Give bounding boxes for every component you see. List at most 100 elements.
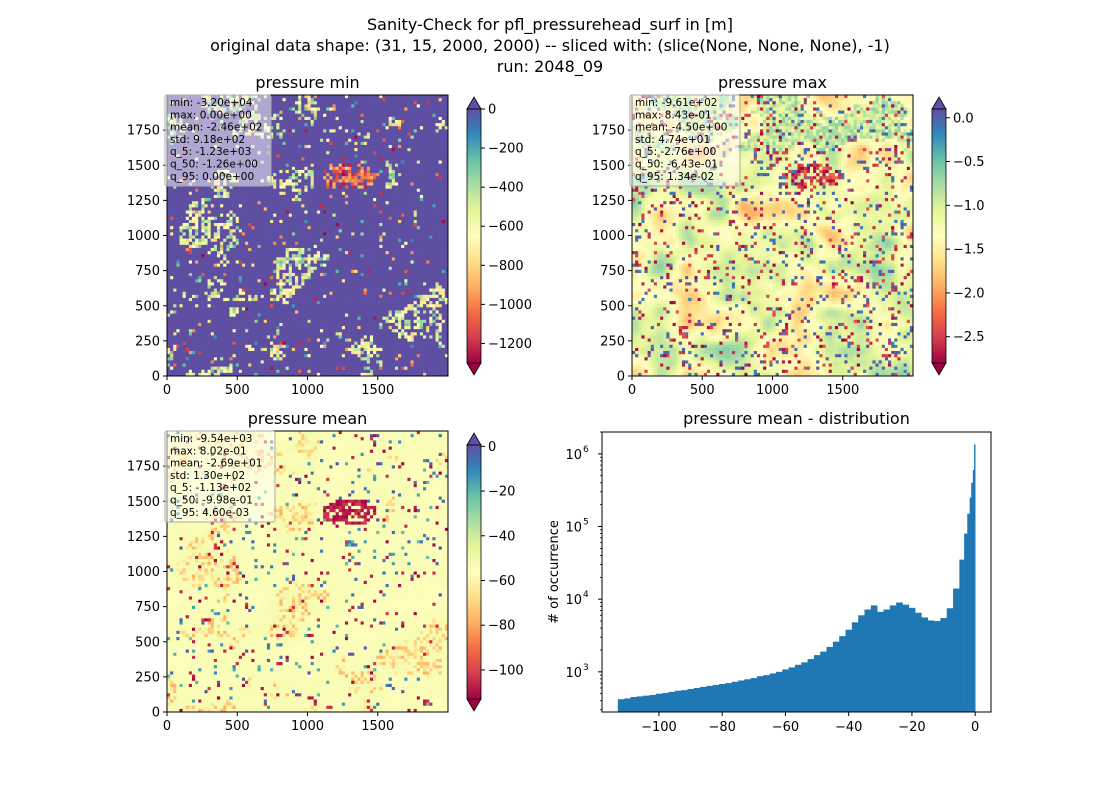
heatmap-cell [188, 266, 193, 271]
heatmap-cell [295, 135, 299, 140]
heatmap-cell [382, 166, 386, 171]
heatmap-cell [423, 104, 427, 108]
heatmap-cell [279, 169, 283, 174]
heatmap-cell [310, 216, 315, 221]
heatmap-cell [438, 176, 443, 180]
heatmap-cell [323, 144, 327, 149]
heatmap-cell [201, 223, 205, 227]
heatmap-cell [357, 223, 361, 227]
heatmap-cell [188, 254, 193, 258]
heatmap-cell [170, 219, 174, 224]
heatmap-cell [357, 213, 361, 218]
heatmap-cell [210, 241, 215, 246]
heatmap-cell [385, 238, 390, 243]
heatmap-cell [288, 116, 293, 121]
heatmap-cell [191, 198, 196, 202]
heatmap-cell [270, 229, 274, 233]
heatmap-cell [388, 251, 393, 255]
heatmap-cell [167, 238, 171, 243]
heatmap-cell [385, 163, 390, 168]
heatmap-cell [319, 194, 324, 199]
heatmap-cell [270, 266, 274, 271]
heatmap-cell [254, 257, 258, 261]
heatmap-cell [319, 104, 324, 108]
heatmap-cell [441, 138, 446, 143]
heatmap-cell [426, 95, 430, 99]
heatmap-cell [398, 176, 402, 180]
heatmap-cell [410, 229, 414, 233]
heatmap-cell [291, 232, 296, 236]
heatmap-cell [245, 247, 249, 252]
heatmap-cell [276, 185, 280, 190]
heatmap-cell [351, 216, 355, 221]
heatmap-cell [338, 254, 343, 258]
heatmap-cell [229, 254, 233, 258]
heatmap-cell [310, 213, 315, 218]
heatmap-cell [357, 110, 361, 115]
heatmap-cell [423, 198, 427, 202]
heatmap-cell [185, 210, 190, 214]
heatmap-cell [291, 107, 296, 111]
heatmap-cell [366, 95, 371, 99]
heatmap-cell [273, 182, 277, 186]
heatmap-cell [419, 251, 424, 255]
heatmap-cell [407, 141, 411, 146]
heatmap-cell [426, 229, 430, 233]
heatmap-cell [270, 141, 274, 146]
heatmap-cell [307, 244, 311, 249]
heatmap-cell [313, 119, 318, 124]
heatmap-cell [413, 188, 418, 193]
heatmap-cell [373, 232, 377, 236]
heatmap-cell [279, 123, 283, 127]
heatmap-cell [223, 223, 227, 227]
heatmap-cell [201, 194, 205, 199]
heatmap-cell [301, 119, 305, 124]
heatmap-cell [291, 113, 296, 118]
heatmap-cell [313, 263, 318, 268]
heatmap-cell [398, 157, 402, 161]
heatmap-cell [357, 176, 361, 180]
heatmap-cell [323, 219, 327, 224]
heatmap-cell [394, 257, 399, 261]
heatmap-cell [316, 182, 321, 186]
heatmap-cell [385, 169, 390, 174]
heatmap-cell [385, 95, 390, 99]
heatmap-cell [398, 251, 402, 255]
heatmap-cell [257, 235, 262, 239]
heatmap-cell [366, 135, 371, 140]
heatmap-cell [401, 119, 405, 124]
heatmap-cell [326, 244, 330, 249]
heatmap-cell [391, 154, 396, 158]
heatmap-cell [319, 210, 324, 214]
heatmap-cell [335, 173, 340, 177]
heatmap-cell [260, 204, 265, 208]
heatmap-cell [351, 141, 355, 146]
heatmap-cell [216, 232, 221, 236]
heatmap-cell [223, 254, 227, 258]
heatmap-cell [398, 241, 402, 246]
heatmap-cell [369, 238, 374, 243]
heatmap-cell [279, 151, 283, 155]
heatmap-cell [432, 201, 436, 205]
heatmap-cell [416, 173, 421, 177]
heatmap-cell [391, 194, 396, 199]
heatmap-cell [351, 210, 355, 214]
heatmap-cell [363, 207, 368, 211]
heatmap-cell [379, 101, 383, 105]
heatmap-cell [382, 194, 386, 199]
heatmap-cell [366, 144, 371, 149]
heatmap-cell [401, 229, 405, 233]
heatmap-cell [301, 229, 305, 233]
heatmap-cell [319, 219, 324, 224]
heatmap-cell [282, 194, 286, 199]
heatmap-cell [279, 107, 283, 111]
heatmap-cell [226, 210, 230, 214]
heatmap-cell [316, 157, 321, 161]
heatmap-cell [338, 179, 343, 183]
heatmap-cell [366, 126, 371, 130]
heatmap-cell [385, 247, 390, 252]
heatmap-cell [338, 173, 343, 177]
heatmap-cell [398, 226, 402, 230]
heatmap-cell [382, 123, 386, 127]
heatmap-cell [310, 201, 315, 205]
